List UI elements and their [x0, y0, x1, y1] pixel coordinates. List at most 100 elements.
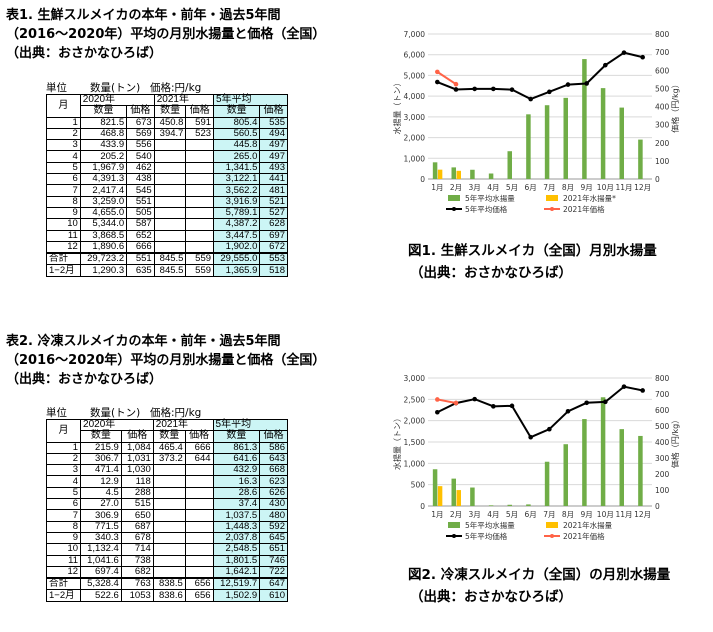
- price-point: [509, 403, 515, 409]
- p20-cell: 1053: [120, 589, 154, 602]
- p21-cell: [185, 173, 215, 186]
- q21-cell: [152, 464, 186, 477]
- q20-cell: 215.9: [80, 441, 122, 454]
- q21-cell: [153, 240, 187, 254]
- price-point: [603, 399, 608, 405]
- p21-cell: [185, 206, 215, 220]
- table-row: 1 821.5 673 450.8 591 805.4 535: [46, 116, 288, 129]
- y2-tick-label: 300: [655, 454, 670, 463]
- q5-cell: 1,365.9: [213, 264, 261, 277]
- q20-cell: 4.5: [80, 486, 122, 500]
- bar: [437, 486, 443, 506]
- q5-cell: 37.4: [212, 498, 261, 511]
- p20-cell: 666: [126, 240, 155, 254]
- q5-cell: 1,037.5: [212, 509, 261, 522]
- y2-axis-title: 価格（円/kg）: [670, 80, 680, 132]
- y2-tick-label: 100: [655, 486, 670, 495]
- month-cell: 12: [45, 565, 82, 579]
- price-line: [436, 51, 643, 101]
- figure2-chart: 0 500 1,000 1,500 2,000 2,500 3,000 0 100 200 300 4…: [392, 374, 680, 541]
- table2-unit-qty: 数量(トン): [90, 407, 141, 419]
- q5-cell: 861.3: [212, 441, 261, 454]
- legend-label: 5年平均水揚量: [465, 193, 515, 203]
- q5-cell: 1,502.9: [212, 589, 261, 602]
- bar: [470, 487, 475, 506]
- p21-cell: 656: [184, 577, 214, 591]
- p5-cell: 497: [259, 150, 288, 163]
- p5-cell: 651: [259, 543, 288, 556]
- table1-unit-label: 単位: [46, 82, 67, 94]
- table2-title-line3: （出典：おさかなひろば）: [6, 372, 163, 387]
- p20-cell: 551: [126, 195, 155, 208]
- p5-cell: 480: [259, 509, 288, 522]
- table-row: 6 4,391.3 438 3,122.1 441: [46, 173, 288, 186]
- q5-cell: 16.3: [212, 475, 261, 488]
- legend-label: 2021年水揚量*: [563, 193, 616, 203]
- q21-cell: 394.7: [153, 127, 187, 141]
- month-cell: 4: [46, 150, 81, 163]
- p20-cell: 438: [126, 173, 155, 186]
- p5-cell: 521: [259, 195, 288, 208]
- q5-cell: 432.9: [212, 464, 261, 477]
- q21-cell: [152, 498, 186, 511]
- p21-cell: [185, 139, 215, 152]
- price-point: [565, 408, 571, 414]
- q21-cell: [153, 184, 187, 197]
- month-cell: 3: [46, 139, 81, 152]
- qty-subheader: 数量: [212, 430, 261, 443]
- price-subheader: 価格: [259, 430, 288, 443]
- janfeb-row: 1−2月 1,290.3 635 845.5 559 1,365.9 518: [46, 264, 288, 277]
- p5-cell: 645: [259, 531, 288, 545]
- price-point: [435, 397, 440, 402]
- q5-cell: 3,447.5: [213, 229, 261, 242]
- p20-cell: 673: [126, 116, 155, 129]
- price-point: [491, 86, 496, 92]
- q5-cell: 12,519.7: [212, 577, 261, 591]
- y-tick-label: 3,000: [404, 374, 426, 383]
- bar: [619, 429, 624, 506]
- figure1-caption-line1: 図1. 生鮮スルメイカ（全国）月別水揚量: [408, 243, 657, 259]
- legend-label: 5年平均価格: [465, 531, 508, 541]
- month-cell: 2: [46, 127, 81, 141]
- table2-title-line1: 表2. 冷凍スルメイカの本年・前年・過去5年間: [6, 334, 281, 349]
- y-tick-label: 2,500: [404, 395, 426, 404]
- q21-cell: 845.5: [153, 252, 187, 266]
- table-row: 9 340.3 678 2,037.8 645: [45, 531, 288, 545]
- table-row: 10 1,132.4 714 2,548.5 651: [45, 543, 288, 556]
- y-tick-label: 1,000: [404, 459, 426, 468]
- month-cell: 7: [45, 509, 82, 522]
- p20-cell: 556: [126, 139, 155, 152]
- q21-cell: [152, 565, 186, 579]
- x-tick-label: 10月: [597, 183, 614, 192]
- p20-cell: 587: [126, 218, 155, 231]
- table-row: 5 4.5 288 28.6 626: [45, 486, 288, 500]
- q20-cell: 1,041.6: [80, 554, 122, 567]
- table1: 月 2020年 2021年 5年平均 数量 価格 数量 価格 数量 価格 1 821.5 673 450.…: [46, 93, 288, 277]
- q5-cell: 560.5: [213, 127, 261, 141]
- month-cell: 8: [46, 195, 81, 208]
- table-row: 1 215.9 1,084 465.4 666 861.3 586: [45, 441, 288, 454]
- y-tick-label: 4,000: [404, 92, 426, 101]
- p5-cell: 586: [259, 441, 288, 454]
- table1-title: 表1. 生鮮スルメイカの本年・前年・過去5年間 （2016～2020年）平均の月…: [6, 6, 325, 63]
- p20-cell: 569: [126, 127, 155, 141]
- q21-cell: [152, 531, 186, 545]
- table-row: 3 471.4 1,030 432.9 668: [45, 464, 288, 477]
- figure1-caption-line2: （出典：おさかなひろば）: [410, 265, 572, 281]
- q5-cell: 1,341.5: [213, 161, 261, 175]
- q20-cell: 3,868.5: [79, 229, 128, 242]
- qty-subheader: 数量: [79, 105, 128, 118]
- q21-cell: [153, 139, 187, 152]
- q21-cell: [152, 543, 186, 556]
- y-tick-label: 1,500: [404, 438, 426, 447]
- bar: [488, 505, 494, 506]
- p20-cell: 545: [126, 184, 155, 197]
- x-tick-label: 5月: [506, 510, 518, 519]
- month-cell: 5: [45, 486, 82, 500]
- q20-cell: 5,344.0: [79, 218, 128, 231]
- y2-tick-label: 200: [655, 470, 670, 479]
- q20-cell: 1,967.9: [79, 161, 128, 175]
- q20-cell: 4,391.3: [79, 173, 128, 186]
- bar: [507, 504, 512, 506]
- p5-cell: 628: [259, 218, 288, 231]
